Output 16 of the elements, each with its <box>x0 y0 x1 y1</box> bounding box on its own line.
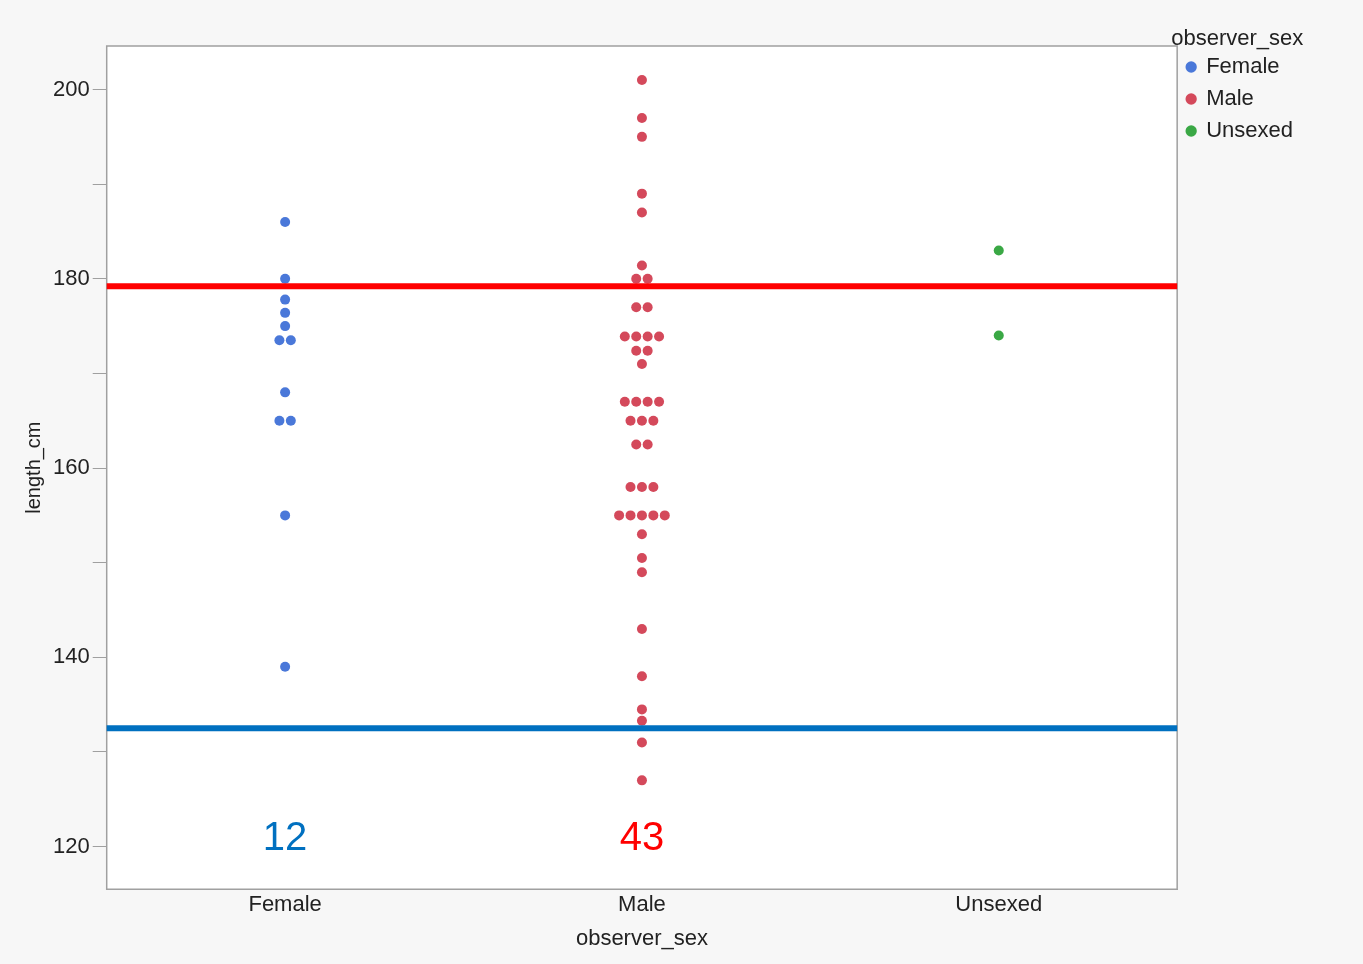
x-tick-label: Female <box>248 891 322 917</box>
x-tick-label: Male <box>618 891 666 917</box>
x-tick-label: Unsexed <box>955 891 1043 917</box>
legend-label: Male <box>1206 85 1254 111</box>
x-axis-title: observer_sex <box>575 924 708 950</box>
annotation: 43 <box>619 814 665 859</box>
y-tick-label: 200 <box>52 75 90 101</box>
annotation: 12 <box>262 814 308 859</box>
y-tick-label: 140 <box>52 643 90 669</box>
legend-title: observer_sex <box>1171 25 1304 51</box>
y-axis-title: length_cm <box>21 421 45 514</box>
y-tick-label: 160 <box>52 454 90 480</box>
legend-label: Female <box>1206 53 1280 79</box>
y-tick-label: 120 <box>52 832 90 858</box>
legend-label: Unsexed <box>1206 117 1294 143</box>
y-tick-label: 180 <box>52 264 90 290</box>
